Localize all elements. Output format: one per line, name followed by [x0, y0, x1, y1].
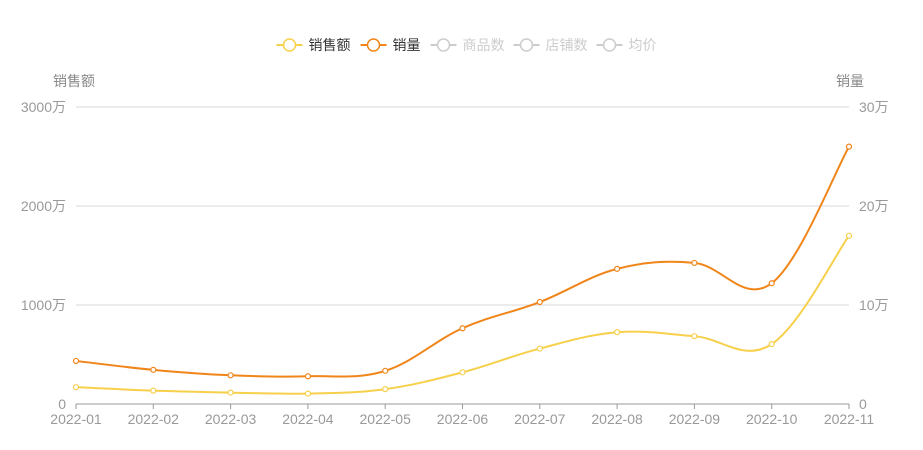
x-tick-label: 2022-07	[514, 411, 566, 427]
data-point	[227, 372, 234, 379]
legend-item-商品数[interactable]: 商品数	[430, 37, 505, 53]
x-tick-label: 2022-01	[50, 411, 102, 427]
data-point	[304, 390, 311, 397]
legend-label: 销售额	[309, 37, 351, 53]
x-tick-label: 2022-10	[746, 411, 798, 427]
y-right-tick-label: 30万	[859, 99, 889, 115]
data-point	[382, 386, 389, 393]
series-销售额	[72, 232, 853, 397]
data-point	[613, 265, 621, 272]
legend-marker	[602, 38, 617, 52]
y-right-tick-label: 0	[859, 396, 867, 412]
data-point	[459, 369, 466, 376]
data-point	[845, 143, 853, 150]
legend-item-销量[interactable]: 销量	[360, 37, 421, 53]
legend-label: 店铺数	[546, 37, 588, 53]
data-point	[304, 373, 311, 380]
x-tick-label: 2022-08	[591, 411, 643, 427]
x-tick-label: 2022-04	[282, 411, 334, 427]
legend-marker	[519, 38, 534, 52]
series-layer	[72, 143, 853, 397]
data-point	[72, 384, 80, 391]
legend-label: 均价	[629, 37, 657, 53]
series-line	[75, 146, 850, 378]
data-point	[768, 341, 775, 348]
legend-label: 商品数	[463, 37, 505, 53]
y-left-tick-label: 2000万	[21, 198, 66, 214]
data-point	[459, 325, 466, 332]
y-right-axis-title: 销量	[836, 73, 864, 89]
legend-marker	[366, 38, 381, 52]
data-point	[536, 298, 543, 306]
data-point	[691, 333, 698, 340]
data-point	[150, 387, 157, 394]
y-left-tick-label: 1000万	[21, 297, 66, 313]
legend-item-均价[interactable]: 均价	[596, 37, 657, 53]
y-right-tick-label: 10万	[859, 297, 889, 313]
x-tick-label: 2022-11	[824, 411, 875, 427]
legend-item-店铺数[interactable]: 店铺数	[513, 37, 588, 53]
x-tick-label: 2022-05	[360, 411, 412, 427]
data-point	[382, 367, 389, 374]
grid-lines	[76, 106, 849, 306]
y-right-tick-label: 20万	[859, 198, 889, 214]
data-point	[768, 280, 775, 287]
data-point	[227, 389, 234, 396]
data-point	[536, 345, 543, 352]
data-point	[150, 366, 157, 373]
legend-item-销售额[interactable]: 销售额	[276, 37, 351, 53]
y-left-tick-label: 3000万	[21, 99, 66, 115]
series-line	[75, 235, 850, 395]
legend: 销售额 销量 商品数 店铺数 均价	[276, 37, 657, 53]
x-tick-label: 2022-03	[205, 411, 257, 427]
y-left-axis-title: 销售额	[53, 73, 95, 89]
data-point	[613, 329, 621, 336]
legend-marker	[282, 38, 297, 52]
data-point	[72, 357, 80, 365]
axes: 0 1000万 2000万 3000万 0 10万 20万 30万 销售额 销量 2022-01 20…	[21, 73, 889, 427]
data-point	[845, 232, 853, 239]
series-销量	[72, 143, 853, 380]
y-left-tick-label: 0	[58, 396, 66, 412]
x-tick-label: 2022-06	[437, 411, 489, 427]
x-tick-label: 2022-09	[669, 411, 721, 427]
x-tick-label: 2022-02	[128, 411, 180, 427]
legend-label: 销量	[393, 37, 421, 53]
data-point	[691, 259, 698, 267]
legend-marker	[436, 38, 451, 52]
